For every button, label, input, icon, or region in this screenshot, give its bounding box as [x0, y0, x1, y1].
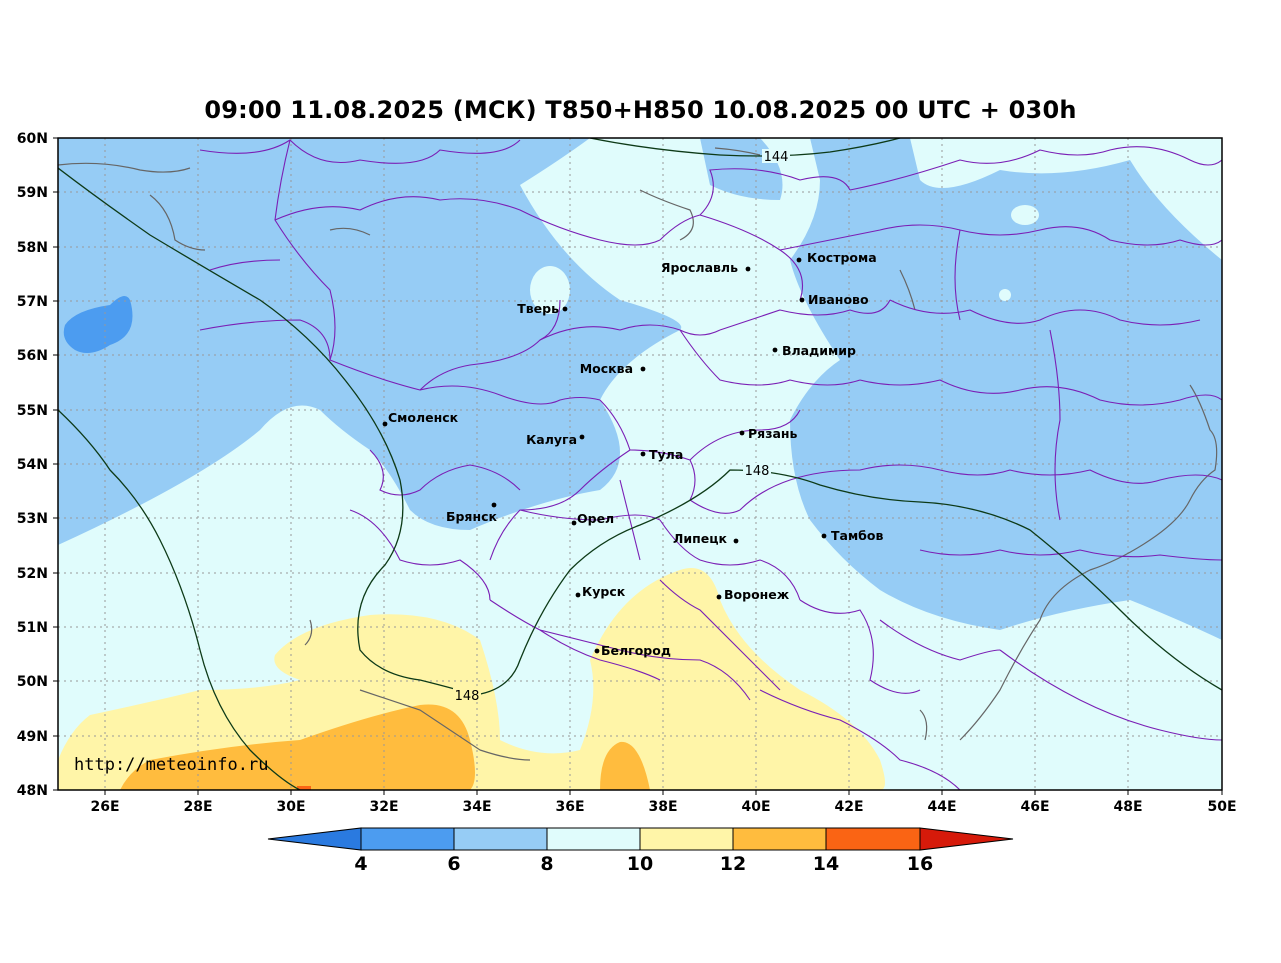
- city-tula: Тула: [649, 447, 683, 462]
- colorbar-label: 4: [354, 853, 367, 875]
- colorbar-segment: [453, 827, 548, 851]
- colorbar-label: 12: [720, 853, 746, 875]
- colorbar-label: 14: [813, 853, 839, 875]
- city-tambov: Тамбов: [831, 528, 883, 543]
- lon-label: 44E: [927, 799, 956, 815]
- city-kursk: Курск: [582, 584, 626, 599]
- city-moscow: Москва: [580, 361, 633, 376]
- lon-label: 26E: [90, 799, 119, 815]
- city-ryazan: Рязань: [748, 426, 798, 441]
- lon-label: 32E: [369, 799, 398, 815]
- city-kaluga: Калуга: [526, 432, 577, 447]
- longitude-labels: 26E 28E 30E 32E 34E 36E 38E 40E 42E 44E …: [90, 799, 1236, 815]
- colorbar-segment: [546, 827, 641, 851]
- lat-label: 48N: [17, 783, 48, 799]
- colorbar-segment: [732, 827, 827, 851]
- lon-label: 28E: [183, 799, 212, 815]
- contour-label-148-south: 148: [455, 689, 480, 704]
- lat-label: 53N: [17, 511, 48, 527]
- rivers: [58, 147, 1218, 761]
- city-belgorod: Белгород: [601, 643, 671, 658]
- colorbar-label: 10: [627, 853, 653, 875]
- contour-label-144: 144: [764, 150, 789, 165]
- watermark-url: http://meteoinfo.ru: [74, 755, 268, 775]
- colorbar: 4 6 8 10 12 14 16: [267, 827, 1014, 875]
- lat-label: 50N: [17, 674, 48, 690]
- lon-label: 30E: [276, 799, 305, 815]
- colorbar-arrow-high: [919, 827, 1014, 851]
- city-kostroma: Кострома: [807, 250, 877, 265]
- city-orel: Орел: [577, 511, 614, 526]
- lon-label: 48E: [1113, 799, 1142, 815]
- lat-label: 54N: [17, 457, 48, 473]
- city-tver: Тверь: [517, 301, 559, 316]
- city-voronezh: Воронеж: [724, 587, 790, 602]
- lon-label: 42E: [834, 799, 863, 815]
- city-bryansk: Брянск: [446, 509, 498, 524]
- city-lipetsk: Липецк: [673, 531, 728, 546]
- lat-label: 57N: [17, 294, 48, 310]
- colorbar-segment: [360, 827, 455, 851]
- city-smolensk: Смоленск: [388, 410, 459, 425]
- lon-label: 38E: [648, 799, 677, 815]
- lat-label: 59N: [17, 185, 48, 201]
- colorbar-label: 16: [907, 853, 933, 875]
- lon-label: 40E: [741, 799, 770, 815]
- lon-label: 36E: [555, 799, 584, 815]
- lat-label: 55N: [17, 403, 48, 419]
- lon-label: 34E: [462, 799, 491, 815]
- colorbar-arrow-low: [267, 827, 362, 851]
- colorbar-segment: [639, 827, 734, 851]
- latitude-labels: 60N 59N 58N 57N 56N 55N 54N 53N 52N 51N …: [17, 131, 48, 799]
- city-markers: Кострома Ярославль Иваново Тверь Владими…: [382, 250, 883, 658]
- contour-labels: 144 148 148: [453, 149, 790, 704]
- map-title: 09:00 11.08.2025 (МСК) T850+H850 10.08.2…: [204, 96, 1077, 124]
- lat-label: 56N: [17, 348, 48, 364]
- contour-label-148-east: 148: [745, 464, 770, 479]
- lat-label: 51N: [17, 620, 48, 636]
- city-yaroslavl: Ярославль: [661, 260, 738, 275]
- admin-borders: [199, 139, 1222, 790]
- gridlines: [58, 138, 1222, 790]
- lon-label: 46E: [1020, 799, 1049, 815]
- lon-label: 50E: [1207, 799, 1236, 815]
- colorbar-label: 8: [540, 853, 553, 875]
- city-ivanovo: Иваново: [808, 292, 869, 307]
- lat-label: 58N: [17, 240, 48, 256]
- lat-label: 52N: [17, 566, 48, 582]
- axis-ticks: [53, 137, 1223, 795]
- colorbar-segment: [825, 827, 921, 851]
- lat-label: 49N: [17, 729, 48, 745]
- lat-label: 60N: [17, 131, 48, 147]
- city-vladimir: Владимир: [782, 343, 856, 358]
- colorbar-label: 6: [447, 853, 460, 875]
